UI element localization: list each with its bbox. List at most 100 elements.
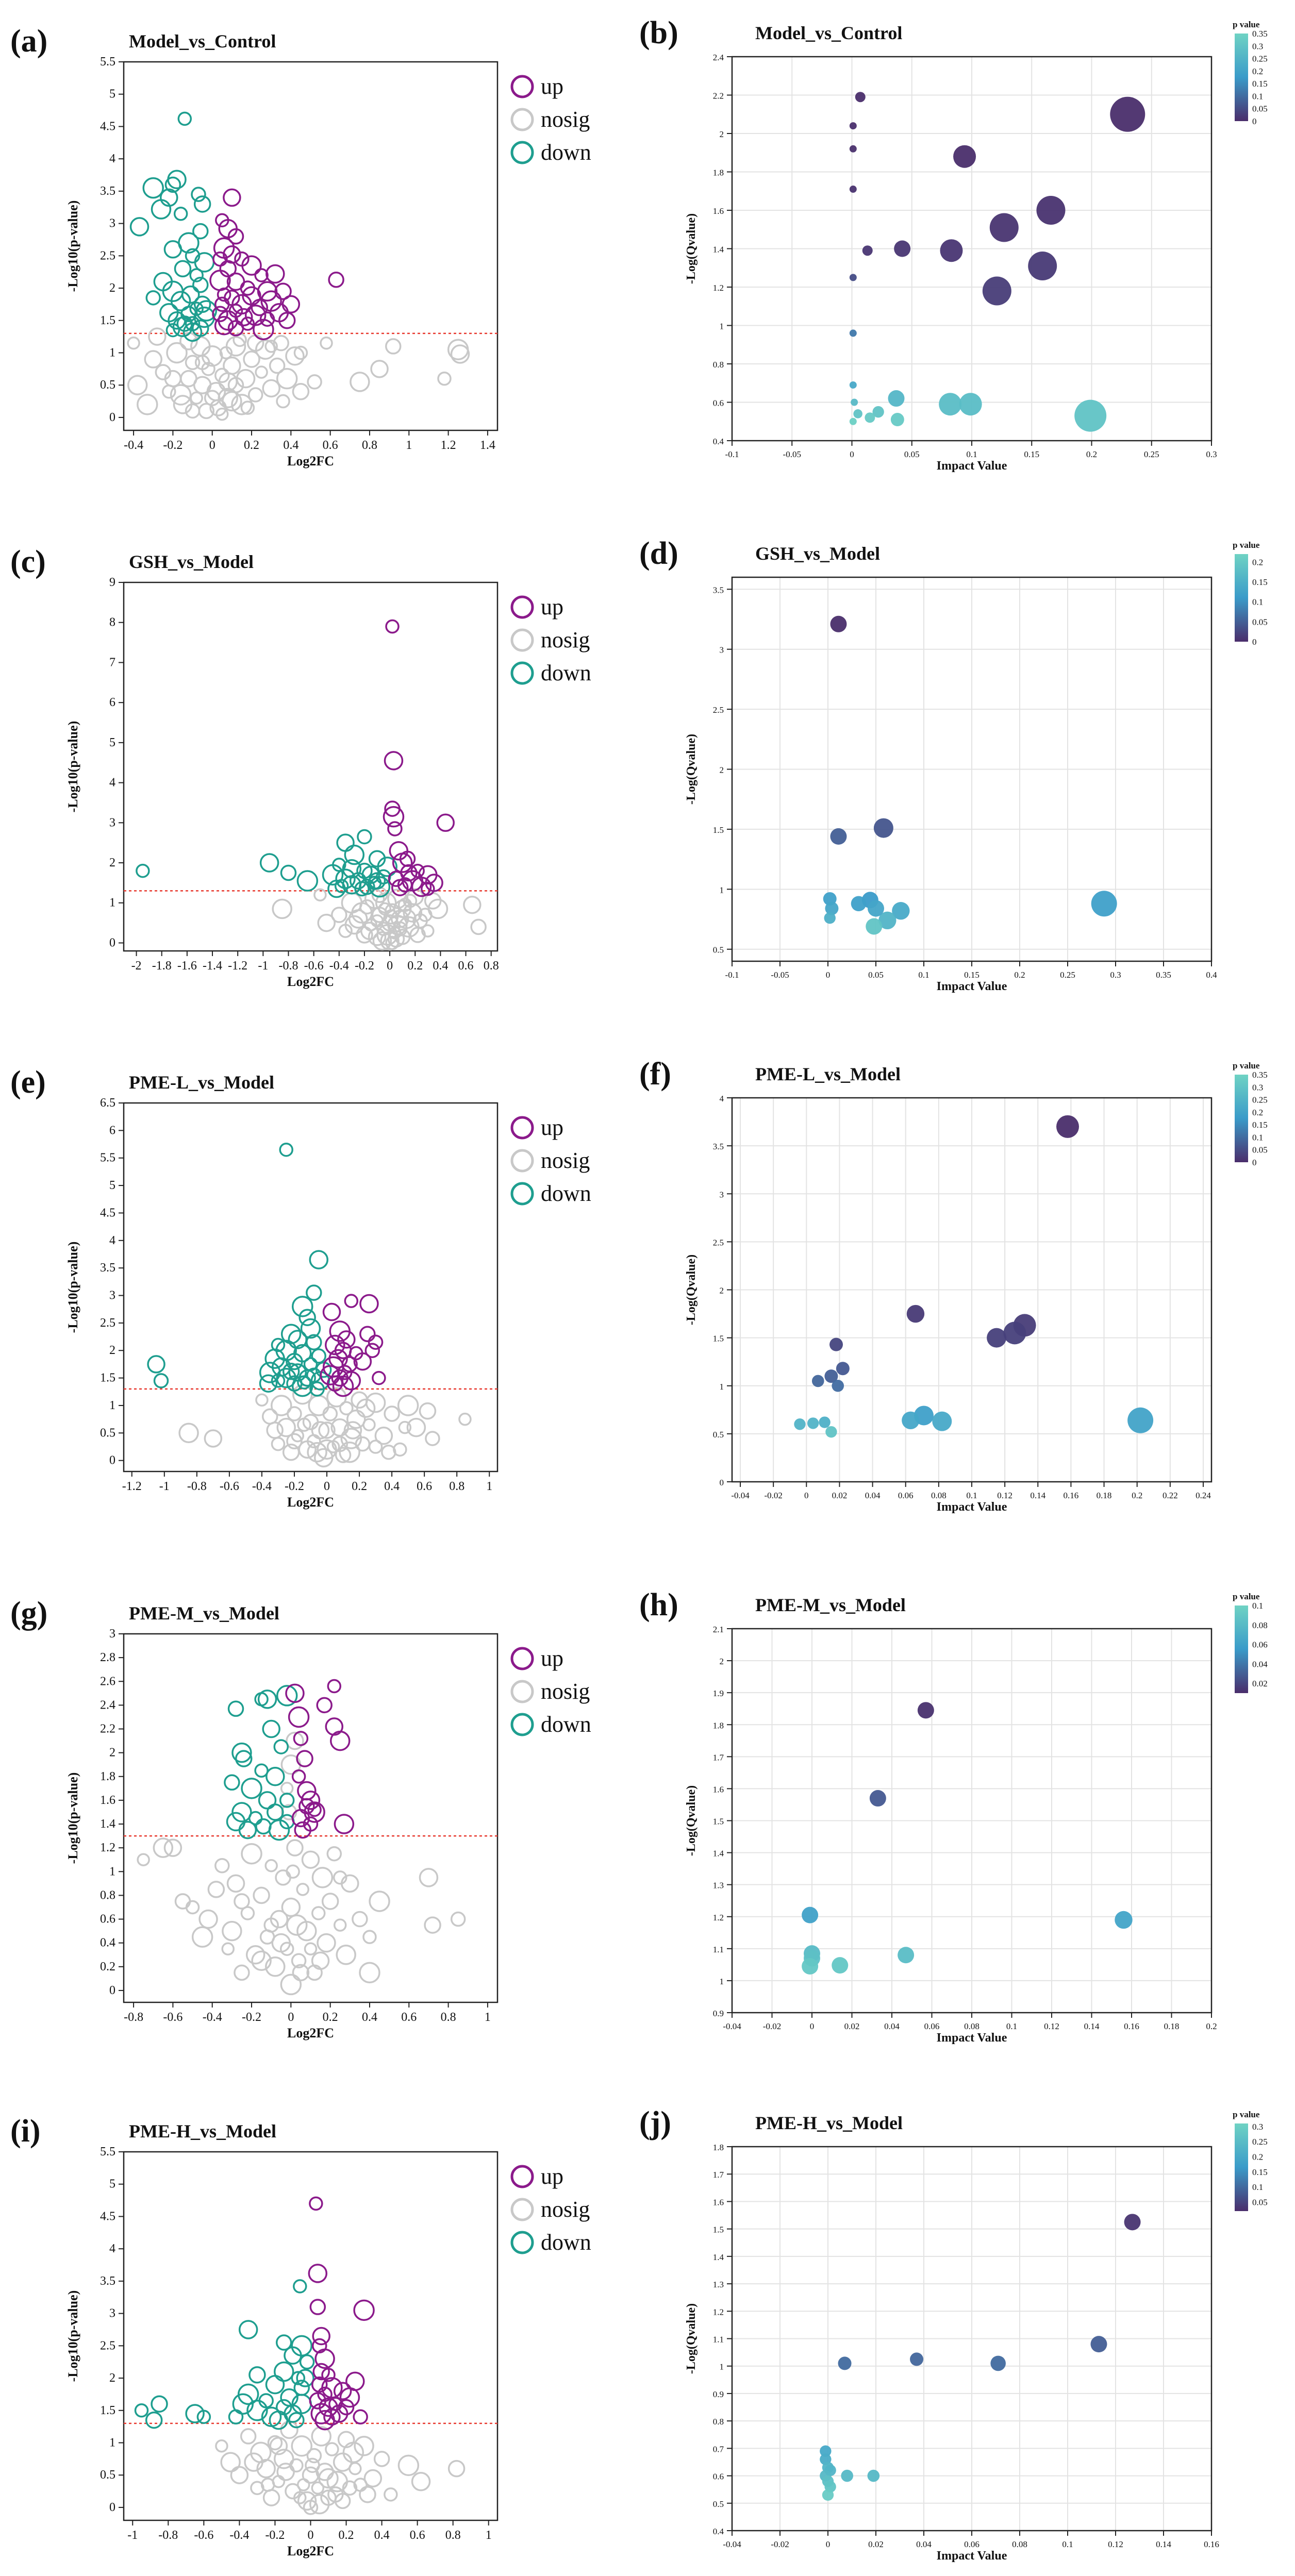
plot-frame bbox=[123, 581, 499, 952]
y-tick-label: 2.2 bbox=[100, 1722, 115, 1736]
y-tick-label: 0.6 bbox=[100, 1913, 115, 1926]
colorbar-tick-label: 0.2 bbox=[1252, 557, 1263, 567]
y-tick-label: 3.5 bbox=[100, 185, 115, 198]
bubble-points bbox=[802, 1702, 1133, 1975]
point-up bbox=[293, 1731, 309, 1746]
bubble-point bbox=[940, 239, 963, 262]
point-nosig bbox=[421, 924, 435, 938]
y-tick-label: 0.6 bbox=[713, 2472, 724, 2482]
point-nosig bbox=[381, 1444, 396, 1460]
legend-marker-up bbox=[510, 1647, 534, 1670]
point-down bbox=[309, 1381, 325, 1397]
x-tick-label: 0.2 bbox=[339, 2529, 354, 2542]
point-nosig bbox=[127, 336, 140, 350]
y-tick-label: 2 bbox=[720, 1286, 724, 1296]
point-nosig bbox=[247, 387, 263, 403]
volcano-points bbox=[124, 2196, 497, 2515]
point-up bbox=[265, 264, 285, 284]
point-up bbox=[368, 1334, 384, 1350]
bubble-point bbox=[959, 393, 982, 416]
colorbar-tick-label: 0 bbox=[1252, 1158, 1257, 1167]
point-nosig bbox=[425, 1431, 440, 1446]
point-down bbox=[282, 1363, 300, 1380]
legend-label-down: down bbox=[541, 1712, 591, 1737]
bubble-point bbox=[849, 122, 857, 130]
x-tick-label: -0.2 bbox=[242, 2011, 261, 2024]
point-nosig bbox=[339, 1401, 354, 1416]
y-tick-label: 2 bbox=[109, 1746, 115, 1760]
point-down bbox=[280, 1324, 302, 1344]
bubble-point bbox=[989, 213, 1019, 242]
point-nosig bbox=[286, 1839, 304, 1856]
colorbar bbox=[1235, 1075, 1248, 1162]
x-tick-label: -0.6 bbox=[194, 2529, 213, 2542]
point-down bbox=[228, 2409, 244, 2425]
y-tick-label: 9 bbox=[109, 576, 115, 589]
x-tick-label: -1.6 bbox=[177, 959, 197, 973]
bubble-chart-PME-M_vs_Model: (h) PME-M_vs_Model -0.04 -0.02 0 0.02 0.04 0.06… bbox=[639, 1587, 1268, 2045]
point-down bbox=[185, 248, 201, 264]
point-nosig bbox=[273, 2449, 294, 2469]
x-tick-label: 0.25 bbox=[1060, 970, 1075, 980]
y-tick-label: 1.2 bbox=[713, 2307, 724, 2317]
point-up bbox=[372, 1370, 386, 1385]
x-tick-label: -0.02 bbox=[763, 2021, 781, 2031]
x-tick-label: -1 bbox=[258, 959, 268, 973]
y-tick-label: 1 bbox=[720, 1977, 724, 1986]
x-tick-label: 0.8 bbox=[484, 959, 499, 973]
point-down bbox=[267, 1803, 284, 1821]
y-tick-label: 1.6 bbox=[713, 206, 724, 216]
point-down bbox=[268, 1819, 290, 1841]
x-tick-label: -0.4 bbox=[229, 2529, 249, 2542]
panel-label: (h) bbox=[639, 1587, 678, 1622]
point-nosig bbox=[359, 2486, 376, 2503]
point-up bbox=[307, 1802, 322, 1817]
colorbar-title: p value bbox=[1233, 540, 1260, 550]
x-tick-label: 0 bbox=[209, 439, 215, 452]
point-nosig bbox=[255, 1393, 269, 1407]
x-tick-label: 0.4 bbox=[433, 959, 448, 973]
legend-label-nosig: nosig bbox=[541, 627, 590, 653]
point-nosig bbox=[231, 394, 253, 415]
colorbar-tick-label: 0.15 bbox=[1252, 2167, 1268, 2177]
x-tick-label: 0.8 bbox=[449, 1480, 464, 1493]
colorbar bbox=[1235, 554, 1248, 642]
y-tick-label: 0.8 bbox=[713, 2417, 724, 2427]
point-down bbox=[168, 311, 186, 330]
y-tick-label: 3 bbox=[109, 217, 115, 230]
panel-label: (d) bbox=[639, 536, 678, 571]
point-down bbox=[258, 1791, 277, 1810]
point-up bbox=[333, 2382, 352, 2400]
colorbar-tick-label: 0.1 bbox=[1252, 1132, 1263, 1142]
y-tick-label: 8 bbox=[109, 616, 115, 629]
x-axis-label: Impact Value bbox=[937, 1500, 1007, 1514]
point-nosig bbox=[378, 902, 392, 916]
point-down bbox=[241, 1778, 262, 1799]
bubble-point bbox=[849, 381, 857, 389]
point-nosig bbox=[269, 357, 286, 374]
point-nosig bbox=[450, 344, 470, 364]
point-nosig bbox=[385, 935, 400, 950]
point-down bbox=[248, 2366, 266, 2384]
point-nosig bbox=[397, 1395, 419, 1416]
bubble-point bbox=[849, 186, 857, 193]
legend-label-down: down bbox=[541, 2230, 591, 2255]
x-tick-label: 0.2 bbox=[1132, 1491, 1142, 1500]
legend-marker-down bbox=[510, 2231, 534, 2254]
y-tick-label: 1.2 bbox=[713, 1913, 724, 1922]
point-nosig bbox=[144, 350, 162, 369]
x-tick-label: -0.02 bbox=[771, 2539, 789, 2549]
x-tick-label: 1.4 bbox=[480, 439, 495, 452]
point-nosig bbox=[271, 1436, 286, 1451]
chart-title: PME-H_vs_Model bbox=[755, 2113, 903, 2133]
point-up bbox=[223, 188, 241, 207]
point-down bbox=[259, 1374, 278, 1393]
point-nosig bbox=[276, 1417, 296, 1437]
x-tick-label: -0.02 bbox=[764, 1491, 782, 1500]
point-down bbox=[246, 2400, 268, 2421]
bubble-chart-Model_vs_Control: (b) Model_vs_Control -0.1 -0.05 0 0.05 0.1 0.15… bbox=[639, 15, 1268, 473]
x-tick-label: -1.8 bbox=[152, 959, 172, 973]
point-nosig bbox=[403, 894, 418, 908]
point-up bbox=[389, 841, 409, 861]
x-tick-label: -0.4 bbox=[203, 2011, 222, 2024]
